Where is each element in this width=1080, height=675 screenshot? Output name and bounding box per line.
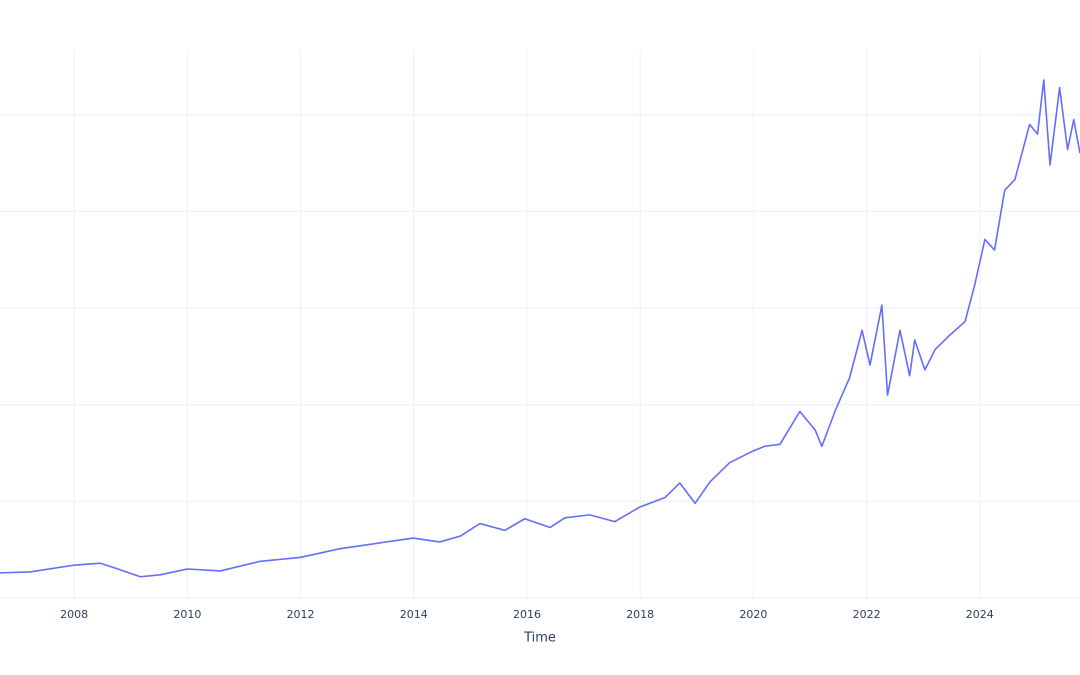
x-axis-label: Time <box>523 631 556 646</box>
x-tick-label: 2014 <box>400 608 428 621</box>
x-tick-label: 2020 <box>739 608 767 621</box>
x-tick-label: 2008 <box>60 608 88 621</box>
data-line <box>0 79 1080 578</box>
x-tick-label: 2022 <box>853 608 881 621</box>
x-tick-label: 2012 <box>287 608 315 621</box>
x-tick-label: 2016 <box>513 608 541 621</box>
x-tick-label: 2018 <box>626 608 654 621</box>
x-tick-label: 2024 <box>966 608 994 621</box>
x-tick-label: 2010 <box>173 608 201 621</box>
